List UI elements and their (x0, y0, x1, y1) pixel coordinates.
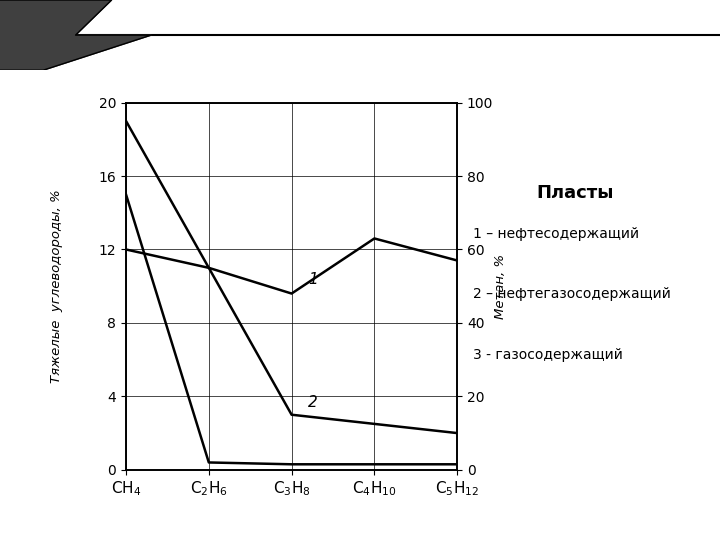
Polygon shape (0, 0, 151, 70)
Text: Пласты: Пласты (536, 184, 613, 201)
Text: 3: 3 (0, 539, 1, 540)
Text: 1 – нефтесодержащий: 1 – нефтесодержащий (473, 227, 639, 241)
Text: 2: 2 (308, 395, 318, 410)
Text: 2 – нефтегазосодержащий: 2 – нефтегазосодержащий (473, 287, 670, 301)
Text: 1: 1 (308, 272, 318, 287)
Y-axis label: Метан, %: Метан, % (494, 254, 507, 319)
Y-axis label: Тяжелые  углеводороды, %: Тяжелые углеводороды, % (50, 190, 63, 383)
Text: 3 - газосодержащий: 3 - газосодержащий (473, 348, 623, 362)
